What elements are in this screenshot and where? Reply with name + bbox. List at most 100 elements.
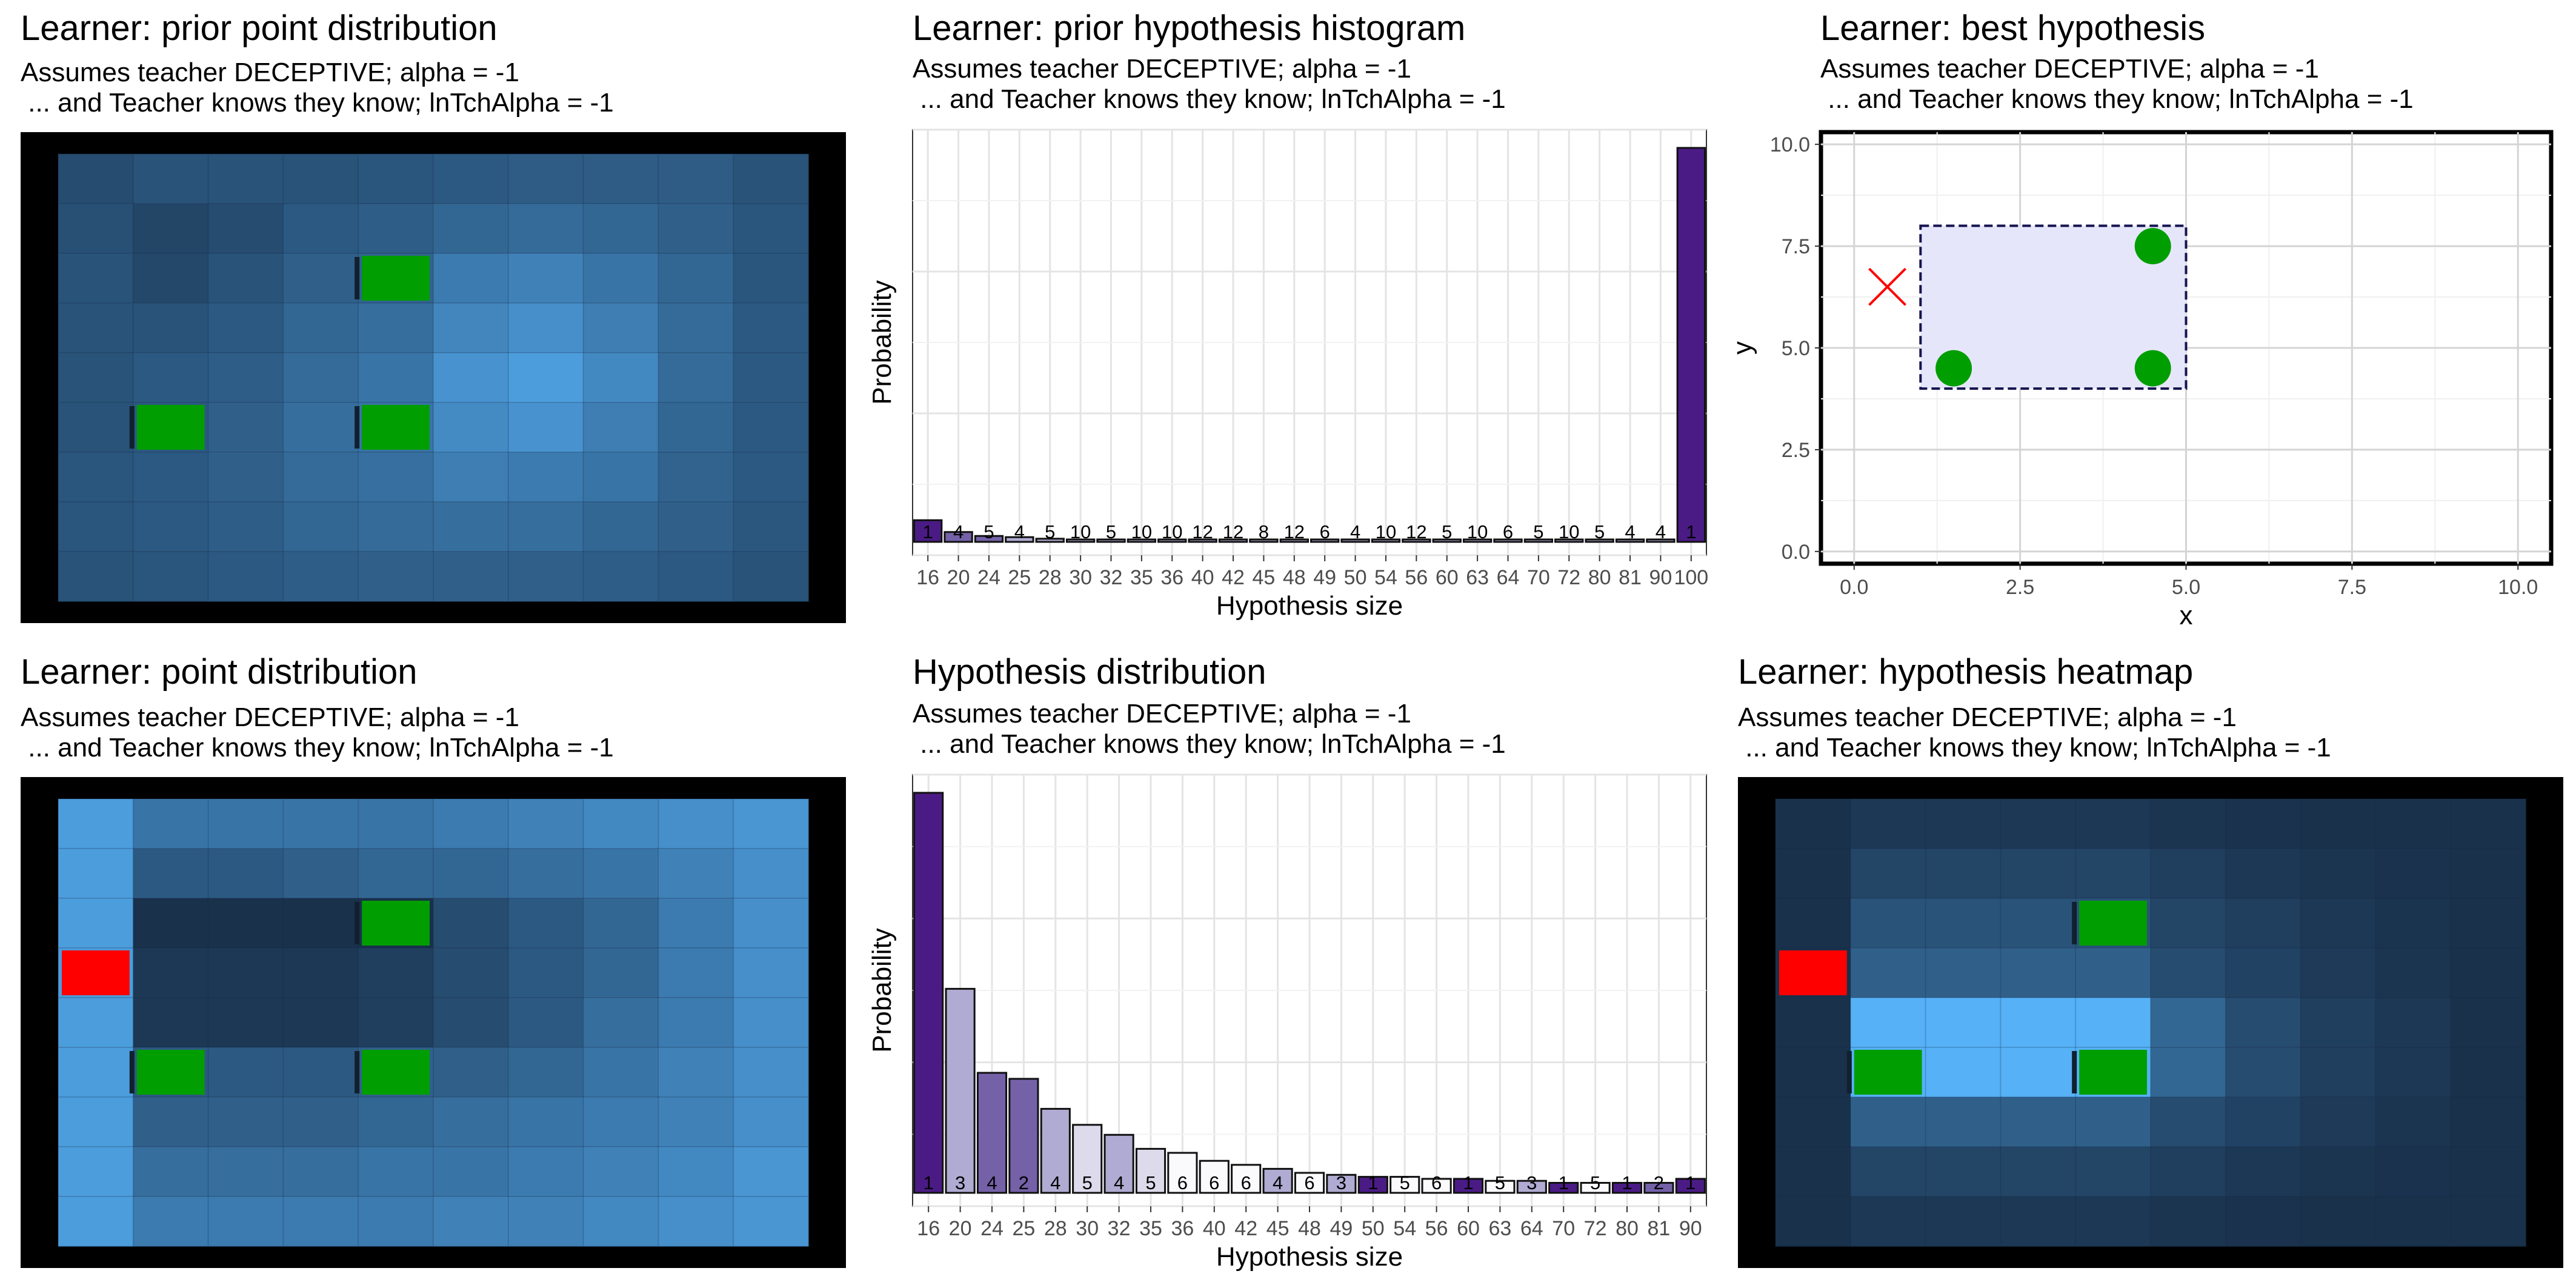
positive-point-marker [362,405,430,450]
heatmap-cell [58,203,135,255]
heatmap-cell [2375,1047,2452,1098]
positive-point [2134,228,2171,265]
heatmap-cell [1775,1047,1852,1098]
heatmap-cell [2450,848,2527,899]
heatmap-cell [657,1196,734,1247]
heatmap-cell [2150,1196,2227,1247]
x-tick-label: 16 [916,566,939,589]
heatmap-cell [2300,997,2377,1049]
bar-count-label: 10 [1131,521,1152,542]
heatmap-cell [657,302,734,354]
point-shadow [129,1051,135,1093]
x-tick-label: 25 [1008,566,1031,589]
heatmap-cell [582,551,659,602]
heatmap-cell [358,848,434,899]
bar-count-label: 4 [1114,1172,1124,1193]
negative-point [1868,267,1906,306]
heatmap-cell [733,848,810,899]
heatmap-cell [733,253,810,304]
x-tick-label: 48 [1298,1217,1321,1240]
heatmap-cell [582,253,659,304]
heatmap-cell [58,551,135,602]
heatmap-cell [207,352,284,404]
point-shadow [1846,1051,1852,1093]
bar [945,987,976,1194]
heatmap-cell [58,798,135,850]
bar-count-label: 5 [1145,1172,1156,1193]
heatmap-cell [2225,1047,2302,1098]
heatmap-cell [2375,1146,2452,1198]
bar [1643,1182,1674,1194]
heatmap-cell [1775,1146,1852,1198]
heatmap-cell [2450,997,2527,1049]
heatmap-cell [358,452,434,503]
bar [1402,538,1431,543]
bar-count-label: 1 [1685,1172,1696,1193]
panel-title: Hypothesis distribution [913,652,1266,692]
bar [1127,538,1157,543]
heatmap-cell [657,352,734,404]
heatmap-cell [282,1047,359,1098]
x-tick-label: 72 [1584,1217,1607,1240]
point-shadow [354,902,360,944]
heatmap-cell [2000,1047,2077,1098]
heatmap-cell [207,302,284,354]
heatmap-cell [657,203,734,255]
x-tick-label: 54 [1393,1217,1416,1240]
heatmap-cell [2375,997,2452,1049]
bar-count-label: 10 [1376,521,1396,542]
heatmap-cell [207,1146,284,1198]
heatmap-cell [657,997,734,1049]
heatmap-cell [507,1047,585,1098]
heatmap-cell [433,798,510,850]
heatmap-cell [358,798,434,850]
bar-count-label: 10 [1070,521,1091,542]
heatmap-cell [1849,1096,1927,1148]
panel-subtitle-2: ... and Teacher knows they know; lnTchAl… [21,88,614,118]
scatter-best-hypothesis: 0.0 2.5 5.0 7.5 10.0 0.0 2.5 5.0 7.5 10.0 x y [1728,130,2554,630]
heatmap-cell [2225,898,2302,949]
heatmap-cell [58,848,135,899]
heatmap-cell [433,402,510,453]
heatmap-cell [2375,1096,2452,1148]
heatmap-cell [2225,798,2302,850]
bar [1675,1178,1706,1194]
x-tick-label: 81 [1647,1217,1670,1240]
heatmap-cell [733,1096,810,1148]
heatmap-cell [207,848,284,899]
heatmap-cell [733,452,810,503]
heatmap-cell [207,153,284,205]
heatmap-cell [2375,848,2452,899]
point-shadow [354,1051,360,1093]
x-tick-label: 32 [1108,1217,1131,1240]
x-tick-label: 80 [1588,566,1611,589]
y-tick-label: 0.0 [1782,541,1810,564]
bar [1167,1152,1198,1194]
bar [976,1072,1008,1194]
heatmap-cell [582,302,659,354]
heatmap-cell [2450,947,2527,999]
heatmap-cell [282,452,359,503]
panel-title: Learner: hypothesis heatmap [1738,652,2194,692]
heatmap-cell [433,1096,510,1148]
heatmap-cell [1849,898,1927,949]
heatmap-cell [282,1146,359,1198]
heatmap-cell [132,501,210,553]
heatmap-cell [1775,898,1852,949]
bar [974,535,1004,543]
panel-title: Learner: prior point distribution [21,8,498,48]
positive-point [1935,350,1972,387]
heatmap-cell [507,898,585,949]
heatmap-cell [657,947,734,999]
heatmap-cell [433,302,510,354]
bar-count-label: 3 [955,1172,965,1193]
x-tick-label: 42 [1222,566,1245,589]
heatmap-cell [2150,1096,2227,1148]
heatmap-cell [433,501,510,553]
bar-count-label: 10 [1559,521,1579,542]
heatmap-cell [507,848,585,899]
heatmap-cell [1925,1096,2002,1148]
bar [1231,1164,1262,1194]
x-tick-label: 7.5 [2338,576,2366,599]
heatmap-cell [282,1196,359,1247]
